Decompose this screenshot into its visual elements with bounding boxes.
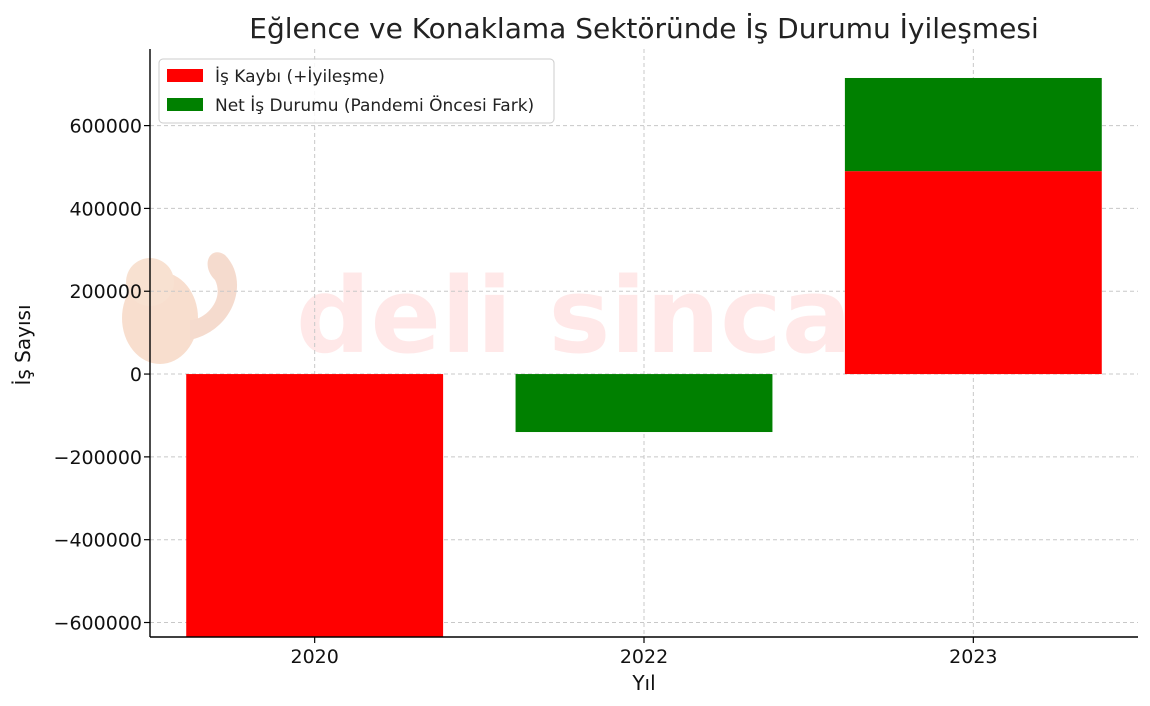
bar-2020 [186, 374, 444, 637]
y-tick-label: 0 [130, 364, 142, 386]
legend-swatch [167, 69, 203, 82]
watermark: deli sincap [122, 252, 926, 377]
legend: İş Kaybı (+İyileşme) Net İş Durumu (Pande… [158, 58, 555, 124]
squirrel-icon [122, 252, 238, 364]
bar-2023 [844, 171, 1102, 375]
watermark-text: deli sincap [296, 255, 926, 377]
legend-label: Net İş Durumu (Pandemi Öncesi Fark) [215, 94, 534, 116]
axes: −600000 −400000 −200000 0 200000 400000 600000… [54, 49, 1138, 668]
x-tick-label: 2022 [620, 646, 668, 668]
y-tick-label: −400000 [54, 530, 142, 552]
y-tick-label: −600000 [54, 613, 142, 635]
y-tick-label: 200000 [69, 281, 142, 303]
y-tick-label: −200000 [54, 447, 142, 469]
legend-box [158, 58, 555, 124]
bar-2023 [844, 77, 1102, 172]
x-tick-label: 2020 [290, 646, 338, 668]
x-axis-label: Yıl [631, 671, 655, 695]
legend-swatch [167, 98, 203, 111]
x-tick-label: 2023 [949, 646, 997, 668]
y-tick-label: 600000 [69, 116, 142, 138]
y-tick-label: 400000 [69, 198, 142, 220]
chart-title: Eğlence ve Konaklama Sektöründe İş Durum… [249, 12, 1038, 45]
legend-label: İş Kaybı (+İyileşme) [215, 66, 385, 87]
bars [186, 77, 1102, 637]
bar-2022 [515, 374, 773, 433]
y-axis-label: İş Sayısı [11, 305, 35, 386]
